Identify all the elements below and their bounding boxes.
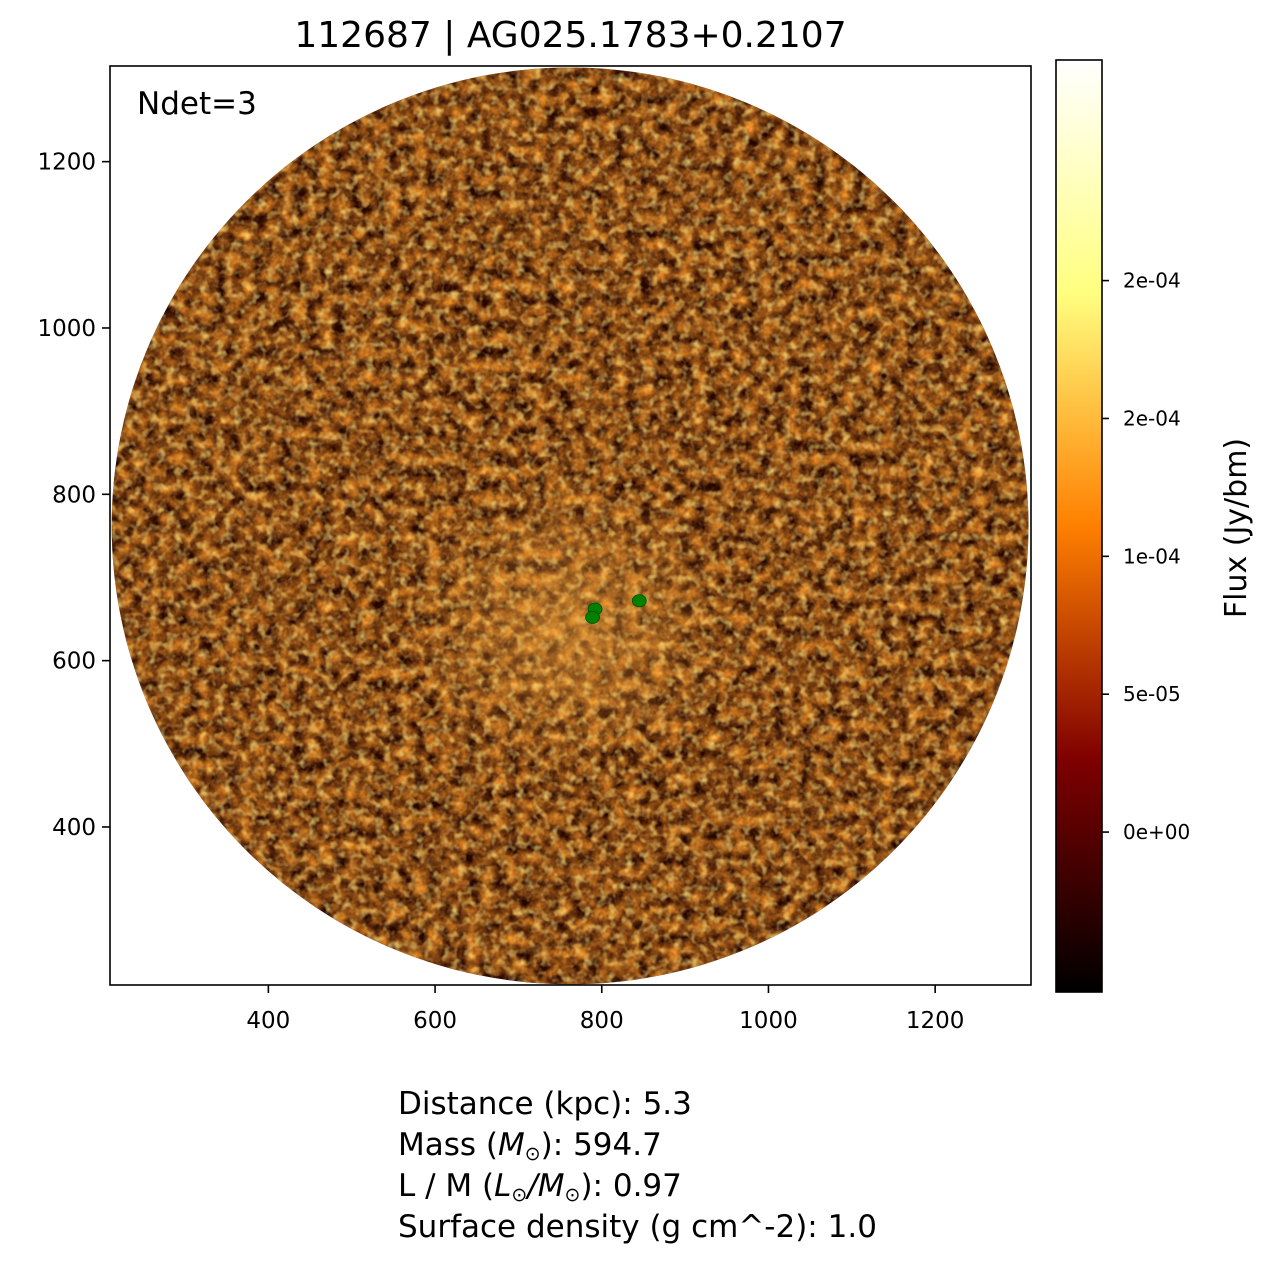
- mass-line: Mass (M⊙): 594.7: [398, 1125, 877, 1166]
- x-tick-label: 600: [413, 1008, 457, 1034]
- mass-prefix: Mass (: [398, 1127, 498, 1163]
- flux-map-image: [111, 67, 1029, 985]
- mass-value: ): 594.7: [540, 1127, 662, 1163]
- lm-slash: /: [527, 1168, 538, 1204]
- colorbar-tick-label: 2e-04: [1123, 269, 1181, 293]
- colorbar-ticks: 0e+00 5e-05 1e-04 2e-04 2e-04: [1102, 269, 1190, 844]
- colorbar-tick-label: 2e-04: [1123, 406, 1181, 430]
- x-tick-label: 1000: [739, 1008, 798, 1034]
- surface-density-line: Surface density (g cm^-2): 1.0: [398, 1209, 877, 1245]
- detection-marker: [585, 611, 600, 624]
- lm-value: ): 0.97: [580, 1168, 682, 1204]
- colorbar-gradient: [1055, 59, 1103, 993]
- y-axis: 400 600 800 1000 1200: [37, 150, 110, 841]
- sun-symbol-icon: ⊙: [564, 1184, 581, 1206]
- colorbar-tick-label: 0e+00: [1123, 820, 1190, 844]
- colorbar: 0e+00 5e-05 1e-04 2e-04 2e-04 Flux (Jy/bm): [1055, 59, 1254, 993]
- detection-marker: [631, 594, 647, 608]
- detection-markers: [585, 594, 647, 624]
- y-tick-label: 600: [52, 649, 96, 675]
- x-tick-label: 1200: [906, 1008, 965, 1034]
- x-axis: 400 600 800 1000 1200: [246, 985, 964, 1034]
- chart-title: 112687 | AG025.1783+0.2107: [294, 15, 847, 56]
- y-tick-label: 1200: [37, 150, 96, 176]
- y-tick-label: 400: [52, 815, 96, 841]
- y-tick-label: 800: [52, 482, 96, 508]
- colorbar-tick-label: 1e-04: [1123, 544, 1181, 568]
- sun-symbol-icon: ⊙: [511, 1184, 528, 1206]
- x-tick-label: 800: [580, 1008, 624, 1034]
- ndet-annotation: Ndet=3: [137, 86, 257, 122]
- lm-prefix: L / M (: [398, 1168, 495, 1204]
- plot-frame: [109, 65, 1032, 986]
- colorbar-label: Flux (Jy/bm): [1219, 438, 1254, 618]
- distance-line: Distance (kpc): 5.3: [398, 1086, 692, 1122]
- lm-unit-l: L: [494, 1168, 512, 1204]
- source-info: Distance (kpc): 5.3 Mass (M⊙): 594.7 L /…: [398, 1084, 877, 1248]
- lm-unit-m: M: [537, 1168, 565, 1204]
- colorbar-tick-label: 5e-05: [1123, 682, 1181, 706]
- sun-symbol-icon: ⊙: [524, 1143, 541, 1165]
- lm-line: L / M (L⊙/M⊙): 0.97: [398, 1166, 877, 1207]
- y-tick-label: 1000: [37, 316, 96, 342]
- x-tick-label: 400: [246, 1008, 290, 1034]
- mass-unit: M: [498, 1127, 525, 1163]
